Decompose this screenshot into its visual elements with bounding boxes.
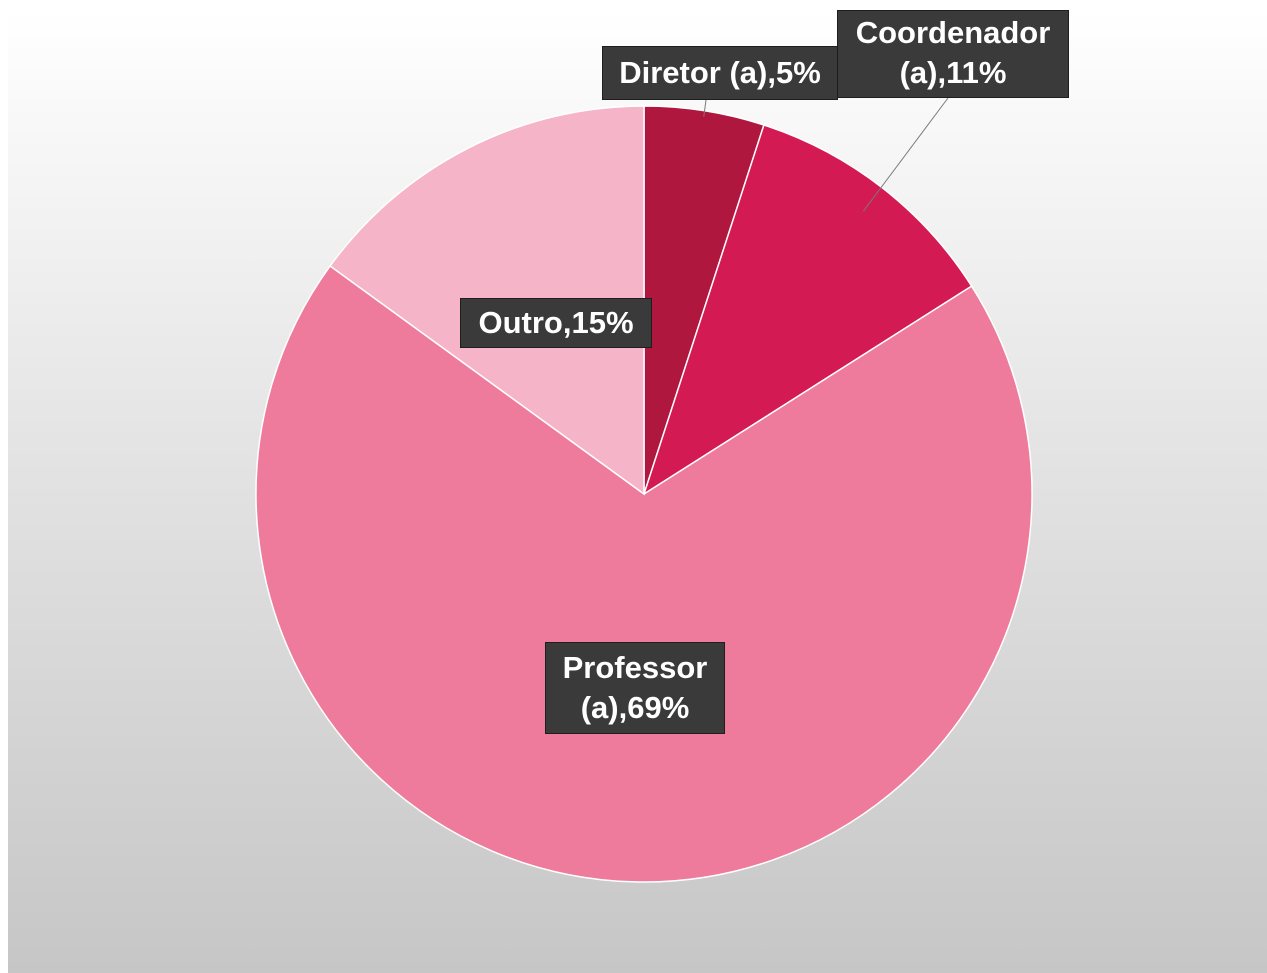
data-label-outro: Outro,15% bbox=[460, 298, 652, 348]
data-label-professor-line1: Professor bbox=[562, 650, 708, 685]
leader-line-coordenador bbox=[863, 97, 949, 212]
data-label-coordenador: Coordenador (a),11% bbox=[837, 10, 1069, 98]
data-label-diretor: Diretor (a),5% bbox=[602, 46, 838, 100]
data-label-professor: Professor (a),69% bbox=[545, 642, 725, 734]
data-label-diretor-text: Diretor (a),5% bbox=[619, 55, 821, 90]
data-label-coordenador-line1: Coordenador bbox=[855, 15, 1051, 50]
chart-area: Diretor (a),5% Coordenador (a),11% Outro… bbox=[8, 10, 1267, 973]
data-label-outro-text: Outro,15% bbox=[478, 305, 634, 340]
leader-line-diretor bbox=[703, 99, 707, 117]
pie-slice-coordenador bbox=[642, 124, 973, 496]
pie-slice-professor bbox=[255, 264, 1033, 883]
data-label-coordenador-line2: (a),11% bbox=[899, 55, 1007, 90]
pie-chart bbox=[255, 97, 1033, 883]
data-label-professor-line2: (a),69% bbox=[580, 690, 690, 725]
